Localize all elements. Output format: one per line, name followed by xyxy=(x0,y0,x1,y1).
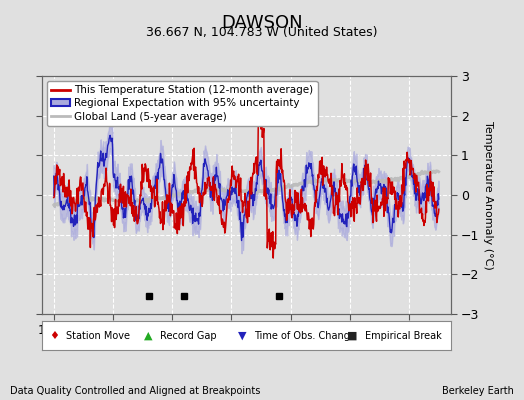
Y-axis label: Temperature Anomaly (°C): Temperature Anomaly (°C) xyxy=(483,121,493,269)
Text: Data Quality Controlled and Aligned at Breakpoints: Data Quality Controlled and Aligned at B… xyxy=(10,386,261,396)
Text: Record Gap: Record Gap xyxy=(160,330,217,340)
Legend: This Temperature Station (12-month average), Regional Expectation with 95% uncer: This Temperature Station (12-month avera… xyxy=(47,81,318,126)
Text: Empirical Break: Empirical Break xyxy=(365,330,442,340)
Text: ▼: ▼ xyxy=(238,330,246,340)
Text: ▲: ▲ xyxy=(144,330,152,340)
Text: DAWSON: DAWSON xyxy=(221,14,303,32)
Text: Berkeley Earth: Berkeley Earth xyxy=(442,386,514,396)
Text: 36.667 N, 104.783 W (United States): 36.667 N, 104.783 W (United States) xyxy=(146,26,378,39)
Text: Station Move: Station Move xyxy=(67,330,130,340)
Text: ■: ■ xyxy=(347,330,358,340)
Text: Time of Obs. Change: Time of Obs. Change xyxy=(255,330,356,340)
Text: ♦: ♦ xyxy=(49,330,59,340)
